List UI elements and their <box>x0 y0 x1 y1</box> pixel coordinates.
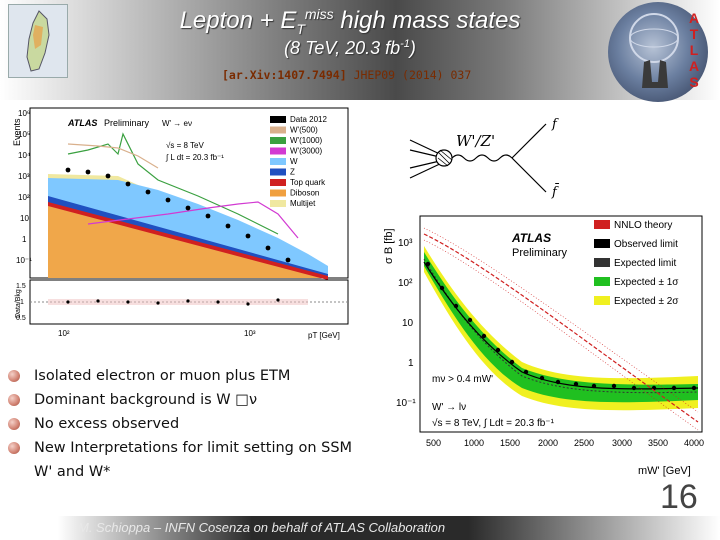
bullet-list: Isolated electron or muon plus ETM Domin… <box>8 364 368 484</box>
preliminary-label: Preliminary <box>104 118 150 128</box>
map-logo <box>8 4 68 78</box>
bullet-item: New Interpretations for limit setting on… <box>8 436 368 460</box>
legend-entry: NNLO theory <box>614 220 672 231</box>
xtick-label: 1500 <box>500 438 520 448</box>
legend-swatch <box>270 158 286 165</box>
ytick-label: 10⁴ <box>18 151 31 160</box>
pt-spectrum-plot: Events 10⁶ 10⁵ 10⁴ 10³ 10² 10 1 10⁻¹ ATL… <box>12 107 349 340</box>
ytick-label: 1 <box>22 235 27 244</box>
ytick-label: 10 <box>20 214 29 223</box>
page-subtitle: (8 TeV, 20.3 fb-1) <box>284 38 416 58</box>
legend-swatch <box>270 200 286 207</box>
antifermion-label: f̄ <box>551 183 560 200</box>
legend-entry: Top quark <box>290 178 326 187</box>
xtick-label: 1000 <box>464 438 484 448</box>
atlas-label: ATLAS <box>67 118 97 128</box>
ytick-label: 10⁵ <box>18 130 30 139</box>
bullet-icon <box>8 442 20 454</box>
ytick-label: 10 <box>402 318 414 329</box>
ratio-tick: 1 <box>20 299 24 306</box>
legend-swatch <box>270 126 286 134</box>
bullet-continuation: W' and W* <box>34 464 111 480</box>
bullet-icon <box>8 418 20 430</box>
x-axis-label: pT [GeV] <box>308 331 340 340</box>
feynman-diagram: W'/Z' f f̄ <box>409 117 560 200</box>
legend-swatch <box>594 277 610 286</box>
legend-entry: Expected limit <box>614 258 676 269</box>
mass-cut-label: mν > 0.4 mW' <box>432 374 493 385</box>
xtick-label: 3500 <box>648 438 668 448</box>
legend-swatch <box>270 137 286 144</box>
legend-swatch <box>594 239 610 248</box>
footer-bar <box>0 516 720 540</box>
xtick-label: 2000 <box>538 438 558 448</box>
page-title: Lepton + ETmiss high mass states <box>179 6 521 37</box>
header-bar <box>0 0 720 100</box>
bullet-item: No excess observed <box>8 412 368 436</box>
conditions-label: √s = 8 TeV, ∫ Ldt = 20.3 fb⁻¹ <box>432 417 555 429</box>
ytick-label: 10⁻¹ <box>16 256 32 265</box>
ytick-label: 10² <box>18 193 30 202</box>
legend-entry: Data 2012 <box>290 115 327 124</box>
xtick-label: 4000 <box>684 438 704 448</box>
process-label: W' → lν <box>432 402 466 413</box>
legend-swatch <box>594 296 610 305</box>
y-axis-label: Events <box>12 118 22 146</box>
legend-entry: Expected ± 1σ <box>614 277 679 288</box>
legend-entry: W'(500) <box>290 126 318 135</box>
legend-swatch <box>270 189 286 197</box>
ratio-tick: 1.5 <box>16 283 26 290</box>
atlas-wordmark: A T L A S <box>688 10 700 90</box>
x-axis-label: mW' [GeV] <box>638 465 691 477</box>
atlas-label: ATLAS <box>511 231 551 245</box>
page-number: 16 <box>660 478 698 516</box>
reference-link[interactable]: [ar.Xiv:1407.7494] JHEP09 (2014) 037 <box>222 68 472 82</box>
legend-swatch <box>270 116 286 123</box>
ytick-label: 10² <box>398 278 413 289</box>
footer-credit: M. Schioppa – INFN Cosenza on behalf of … <box>78 520 446 535</box>
legend: NNLO theory Observed limit Expected limit E… <box>594 220 679 307</box>
atlas-logo <box>608 2 708 102</box>
bullet-item: Isolated electron or muon plus ETM <box>8 364 368 388</box>
y-axis-label: σ B [fb] <box>383 228 395 264</box>
legend-entry: Expected ± 2σ <box>614 296 679 307</box>
preliminary-label: Preliminary <box>512 247 568 259</box>
xtick-label: 10³ <box>244 329 256 338</box>
boson-label: W'/Z' <box>456 132 495 150</box>
process-label: W' → eν <box>162 119 192 128</box>
legend-entry: Observed limit <box>614 239 678 250</box>
bullet-item: Dominant background is W □ν <box>8 388 368 412</box>
legend-entry: Diboson <box>290 189 319 198</box>
xtick-label: 3000 <box>612 438 632 448</box>
legend-entry: W'(1000) <box>290 136 323 145</box>
xtick-label: 2500 <box>574 438 594 448</box>
bullet-icon <box>8 394 20 406</box>
legend-swatch <box>270 147 286 155</box>
ytick-label: 1 <box>408 358 414 369</box>
legend-swatch <box>270 179 286 186</box>
limit-plot: σ B [fb] 10³ 10² 10 1 10⁻¹ ATLAS Prelimi… <box>383 215 704 477</box>
legend-entry: Z <box>290 168 295 177</box>
ratio-tick: 0.5 <box>16 315 26 322</box>
legend-swatch <box>594 258 610 267</box>
ytick-label: 10³ <box>398 238 413 249</box>
ytick-label: 10⁶ <box>18 109 30 118</box>
legend-swatch <box>270 168 286 176</box>
energy-label: √s = 8 TeV <box>166 141 204 150</box>
ratio-label: Data/Bkg <box>15 289 22 318</box>
legend-entry: Multijet <box>290 199 316 208</box>
fermion-label: f <box>551 117 559 132</box>
ytick-label: 10⁻¹ <box>396 398 416 409</box>
legend-entry: W'(3000) <box>290 147 323 156</box>
xtick-label: 500 <box>426 438 441 448</box>
lumi-label: ∫ L dt = 20.3 fb⁻¹ <box>165 153 224 162</box>
legend-entry: W <box>290 157 298 166</box>
ytick-label: 10³ <box>18 172 30 181</box>
xtick-label: 10² <box>58 329 70 338</box>
bullet-icon <box>8 370 20 382</box>
legend-swatch <box>594 220 610 229</box>
